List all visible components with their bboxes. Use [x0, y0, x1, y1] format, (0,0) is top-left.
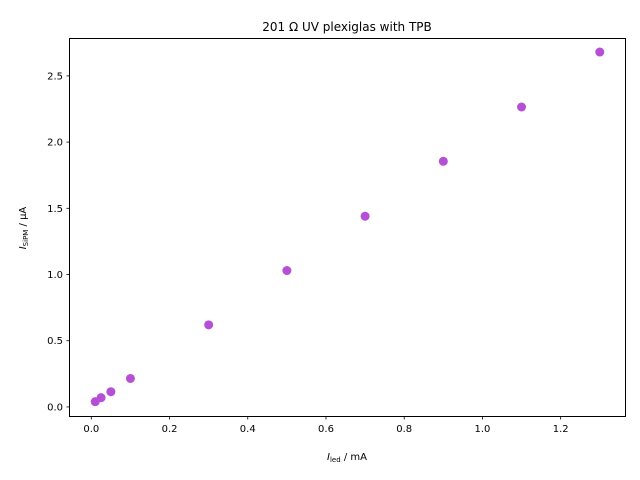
x-tick-label: 0.0: [83, 424, 99, 435]
data-point: [517, 102, 527, 112]
data-point: [360, 211, 370, 221]
chart-title: 201 Ω UV plexiglas with TPB: [262, 20, 432, 34]
data-point: [282, 266, 292, 276]
x-axis-label: Iled / mA: [327, 452, 367, 464]
data-point: [125, 373, 135, 383]
plot-area: [90, 47, 605, 407]
data-point: [106, 387, 116, 397]
y-axis-label: ISiPM / μA: [18, 207, 30, 250]
x-tick-label: 1.0: [474, 424, 490, 435]
data-point: [96, 393, 106, 403]
y-tick-label: 2.5: [47, 71, 63, 82]
data-point: [438, 156, 448, 166]
data-point: [204, 320, 214, 330]
x-tick-label: 0.8: [396, 424, 412, 435]
x-tick-label: 0.2: [162, 424, 178, 435]
y-axis: 0.0 0.5 1.0 1.5 2.0 2.5: [47, 71, 70, 413]
x-tick-label: 1.2: [553, 424, 569, 435]
axes-frame: [69, 38, 626, 417]
x-axis: 0.0 0.2 0.4 0.6 0.8 1.0 1.2: [83, 416, 569, 435]
y-tick-label: 0.5: [47, 336, 63, 347]
y-tick-label: 1.0: [47, 270, 63, 281]
y-tick-label: 0.0: [47, 402, 63, 413]
data-point: [595, 47, 605, 57]
y-tick-label: 1.5: [47, 204, 63, 215]
y-tick-label: 2.0: [47, 138, 63, 149]
x-tick-label: 0.4: [240, 424, 256, 435]
x-tick-label: 0.6: [318, 424, 334, 435]
